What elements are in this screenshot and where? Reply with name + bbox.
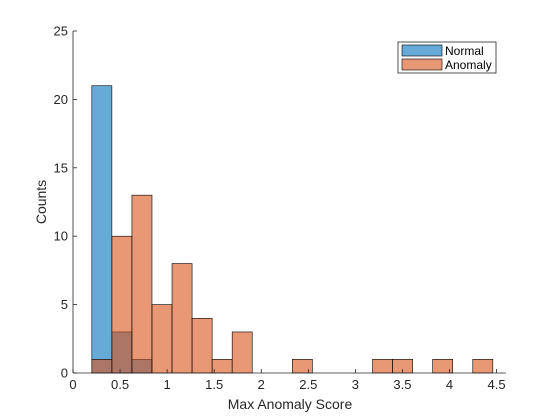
- bar-anomaly-bin-1: [111, 235, 133, 374]
- axes-layer: [72, 31, 506, 374]
- x-axis-label: Max Anomaly Score: [228, 396, 353, 412]
- legend-swatch-normal: [401, 44, 443, 57]
- x-tick-label: 0: [69, 377, 76, 392]
- bar-anomaly-bin-10: [292, 359, 313, 374]
- bar-anomaly-bin-5: [191, 317, 213, 374]
- bar-anomaly-bin-3: [151, 304, 173, 374]
- legend-label-anomaly: Anomaly: [445, 58, 492, 72]
- x-tick-label: 1.5: [205, 377, 223, 392]
- bars-layer: [91, 85, 494, 374]
- x-tick-label: 1: [164, 377, 171, 392]
- x-tick-label: 4.5: [488, 377, 506, 392]
- bar-anomaly-bin-7: [231, 331, 253, 374]
- x-tick-label: 3.5: [393, 377, 411, 392]
- x-tick-label: 2: [258, 377, 265, 392]
- bar-anomaly-bin-19: [472, 359, 494, 374]
- x-tick-label: 2.5: [299, 377, 317, 392]
- y-axis-label: Counts: [33, 180, 49, 224]
- y-tick-label: 10: [54, 229, 68, 244]
- ticks-layer: 0 0.5 1 1.5 2 2.5 3 3.5 4 4.5 0 5 10 15 20 25: [54, 24, 506, 393]
- y-tick-label: 5: [61, 297, 68, 312]
- legend-swatch-anomaly: [401, 58, 443, 71]
- y-tick-label: 20: [54, 92, 68, 107]
- bar-normal-bin-0: [91, 85, 113, 374]
- y-tick-label: 0: [61, 366, 68, 381]
- legend-label-normal: Normal: [445, 44, 484, 58]
- bar-anomaly-bin-0: [91, 359, 113, 374]
- y-tick-label: 25: [54, 24, 68, 39]
- bar-anomaly-bin-6: [211, 359, 233, 374]
- bar-anomaly-bin-2: [131, 194, 153, 374]
- bar-anomaly-bin-14: [372, 359, 393, 374]
- y-tick-label: 15: [54, 160, 68, 175]
- x-tick-label: 0.5: [111, 377, 129, 392]
- x-tick-label: 4: [446, 377, 453, 392]
- bar-anomaly-bin-4: [171, 263, 193, 374]
- x-tick-label: 3: [352, 377, 359, 392]
